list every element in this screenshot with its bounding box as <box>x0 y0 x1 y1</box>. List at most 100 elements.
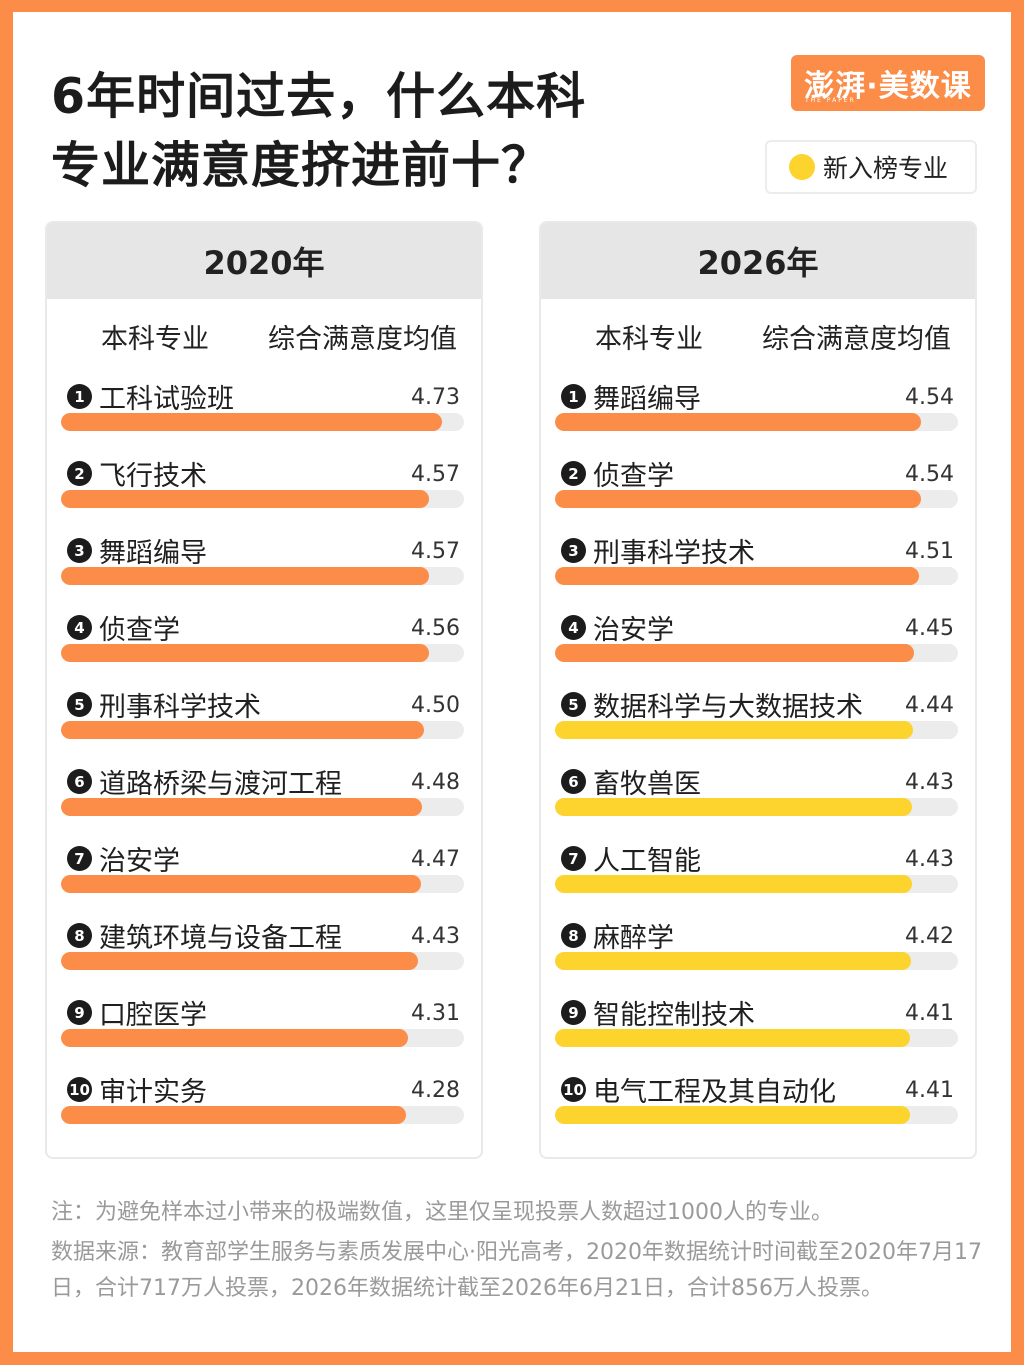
bar-track <box>61 1106 464 1124</box>
ranking-row: 5 数据科学与大数据技术 4.44 <box>555 681 958 758</box>
rank-badge: 2 <box>67 461 92 486</box>
ranking-row: 4 治安学 4.45 <box>555 604 958 681</box>
score-value: 4.41 <box>905 1001 954 1026</box>
ranking-row: 8 麻醉学 4.42 <box>555 912 958 989</box>
rank-badge: 3 <box>67 538 92 563</box>
panel-2026: 2026年 本科专业 综合满意度均值 1 舞蹈编导 4.54 2 侦查学 4.54 3 刑事科… <box>539 221 977 1159</box>
column-headers: 本科专业 综合满意度均值 <box>101 317 457 356</box>
brand-logo: 澎湃·美数课 <box>791 55 985 111</box>
ranking-row: 9 口腔医学 4.31 <box>61 989 464 1066</box>
column-header-score: 综合满意度均值 <box>268 324 457 355</box>
bar-fill <box>555 952 912 970</box>
bar-track <box>555 1106 958 1124</box>
row-label: 9 智能控制技术 <box>561 993 755 1032</box>
major-name: 治安学 <box>593 615 674 646</box>
rank-badge: 3 <box>561 538 586 563</box>
title-line-1: 6年时间过去，什么本科 <box>51 68 587 125</box>
bar-fill <box>61 1106 406 1124</box>
footnotes: 注：为避免样本过小带来的极端数值，这里仅呈现投票人数超过1000人的专业。 数据… <box>51 1195 991 1311</box>
rank-badge: 6 <box>561 769 586 794</box>
row-label: 7 人工智能 <box>561 839 701 878</box>
ranking-row: 7 治安学 4.47 <box>61 835 464 912</box>
bar-track <box>555 567 958 585</box>
major-name: 飞行技术 <box>99 461 207 492</box>
bar-fill <box>555 721 913 739</box>
bar-track <box>61 567 464 585</box>
bar-fill <box>555 567 919 585</box>
row-label: 6 道路桥梁与渡河工程 <box>67 762 342 801</box>
row-label: 10 电气工程及其自动化 <box>561 1070 836 1109</box>
ranking-row: 6 道路桥梁与渡河工程 4.48 <box>61 758 464 835</box>
rank-badge: 4 <box>561 615 586 640</box>
panel-year-heading: 2020年 <box>47 223 481 299</box>
major-name: 舞蹈编导 <box>593 384 701 415</box>
row-label: 9 口腔医学 <box>67 993 207 1032</box>
ranking-row: 3 刑事科学技术 4.51 <box>555 527 958 604</box>
rank-badge: 10 <box>67 1077 92 1102</box>
bar-track <box>555 952 958 970</box>
score-value: 4.42 <box>905 924 954 949</box>
row-label: 4 治安学 <box>561 608 674 647</box>
rank-badge: 1 <box>67 384 92 409</box>
major-name: 道路桥梁与渡河工程 <box>99 769 342 800</box>
score-value: 4.50 <box>411 693 460 718</box>
score-value: 4.43 <box>411 924 460 949</box>
bar-fill <box>61 644 429 662</box>
rank-badge: 5 <box>561 692 586 717</box>
ranking-row: 9 智能控制技术 4.41 <box>555 989 958 1066</box>
rank-badge: 1 <box>561 384 586 409</box>
bar-track <box>555 875 958 893</box>
ranking-row: 1 工科试验班 4.73 <box>61 373 464 450</box>
bar-track <box>555 413 958 431</box>
rank-badge: 7 <box>561 846 586 871</box>
footnote-note: 注：为避免样本过小带来的极端数值，这里仅呈现投票人数超过1000人的专业。 <box>51 1200 833 1225</box>
score-value: 4.43 <box>905 770 954 795</box>
bar-fill <box>555 1106 911 1124</box>
brand-logo-subtitle: THE PAPER <box>805 97 856 104</box>
score-value: 4.57 <box>411 539 460 564</box>
row-label: 1 工科试验班 <box>67 377 234 416</box>
title-line-2: 专业满意度挤进前十？ <box>51 137 552 194</box>
column-header-major: 本科专业 <box>595 324 703 355</box>
bar-track <box>61 721 464 739</box>
score-value: 4.47 <box>411 847 460 872</box>
ranking-row: 1 舞蹈编导 4.54 <box>555 373 958 450</box>
row-label: 2 飞行技术 <box>67 454 207 493</box>
bar-fill <box>61 490 430 508</box>
bar-fill <box>61 1029 409 1047</box>
major-name: 刑事科学技术 <box>593 538 755 569</box>
row-label: 1 舞蹈编导 <box>561 377 701 416</box>
major-name: 舞蹈编导 <box>99 538 207 569</box>
bar-fill <box>555 644 914 662</box>
major-name: 侦查学 <box>593 461 674 492</box>
score-value: 4.43 <box>905 847 954 872</box>
score-value: 4.41 <box>905 1078 954 1103</box>
rank-badge: 5 <box>67 692 92 717</box>
major-name: 人工智能 <box>593 846 701 877</box>
row-label: 7 治安学 <box>67 839 180 878</box>
score-value: 4.57 <box>411 462 460 487</box>
rank-badge: 9 <box>67 1000 92 1025</box>
footnote-source: 数据来源：教育部学生服务与素质发展中心·阳光高考，2020年数据统计时间截至20… <box>51 1240 982 1301</box>
major-name: 电气工程及其自动化 <box>593 1077 836 1108</box>
bar-track <box>61 875 464 893</box>
score-value: 4.56 <box>411 616 460 641</box>
score-value: 4.73 <box>411 385 460 410</box>
major-name: 畜牧兽医 <box>593 769 701 800</box>
bar-fill <box>555 413 921 431</box>
rank-badge: 9 <box>561 1000 586 1025</box>
column-header-major: 本科专业 <box>101 324 209 355</box>
rank-badge: 10 <box>561 1077 586 1102</box>
score-value: 4.54 <box>905 385 954 410</box>
legend-dot-icon <box>789 154 815 180</box>
bar-track <box>61 490 464 508</box>
bar-track <box>555 1029 958 1047</box>
rank-badge: 8 <box>67 923 92 948</box>
row-label: 2 侦查学 <box>561 454 674 493</box>
major-name: 建筑环境与设备工程 <box>99 923 342 954</box>
panel-year-heading: 2026年 <box>541 223 975 299</box>
score-value: 4.51 <box>905 539 954 564</box>
row-label: 6 畜牧兽医 <box>561 762 701 801</box>
row-label: 4 侦查学 <box>67 608 180 647</box>
ranking-row: 5 刑事科学技术 4.50 <box>61 681 464 758</box>
